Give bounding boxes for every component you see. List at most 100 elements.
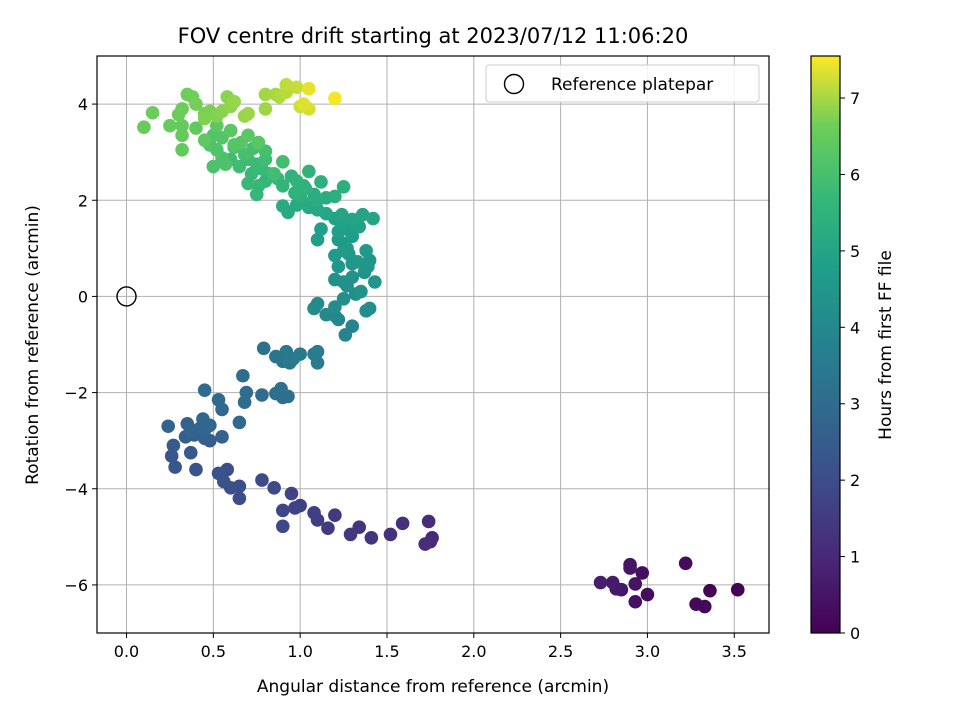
x-tick-label: 1.5 [374, 642, 399, 661]
scatter-point [418, 537, 432, 551]
scatter-point [267, 167, 281, 181]
scatter-point [249, 187, 264, 202]
scatter-point [689, 597, 703, 611]
x-tick-label: 1.0 [287, 642, 312, 661]
scatter-point [189, 97, 203, 111]
scatter-point [161, 419, 175, 434]
scatter-point [335, 207, 349, 222]
y-tick-label: −6 [64, 576, 88, 595]
scatter-point [275, 199, 290, 213]
colorbar-tick-label: 4 [850, 318, 860, 337]
scatter-point [211, 466, 226, 481]
legend-marker [503, 73, 525, 95]
scatter-point [267, 480, 281, 495]
colorbar-ticks: 0 1 2 3 4 5 6 7 [840, 89, 860, 643]
scatter-point [218, 157, 233, 171]
scatter-point [255, 473, 269, 487]
scatter-point [232, 491, 247, 506]
x-tick-label: 0.0 [114, 642, 139, 661]
scatter-point [223, 123, 238, 138]
colorbar-tick-label: 2 [850, 471, 860, 490]
colorbar-tick-label: 7 [850, 89, 860, 108]
scatter-point [183, 445, 198, 460]
y-tick-label: 2 [78, 191, 88, 210]
scatter-point [236, 368, 250, 383]
colorbar-tick-label: 5 [850, 242, 860, 261]
scatter-point [255, 388, 269, 402]
colorbar-tick-label: 1 [850, 548, 860, 567]
scatter-point [395, 516, 410, 531]
scatter-point [279, 78, 294, 92]
x-tick-label: 0.5 [201, 642, 226, 661]
scatter-point [336, 292, 351, 306]
scatter-point [168, 460, 182, 474]
scatter-point [328, 248, 342, 263]
scatter-point [197, 383, 212, 397]
scatter-point [189, 121, 203, 135]
scatter-point [302, 164, 316, 179]
scatter-point [289, 80, 304, 95]
scatter-point [274, 381, 288, 396]
y-axis-ticks: −6 −4 −2 0 2 4 [64, 95, 97, 595]
scatter-point [307, 301, 321, 316]
scatter-point [237, 147, 252, 162]
scatter-point [241, 106, 255, 121]
scatter-point [296, 97, 311, 111]
y-tick-label: 4 [78, 95, 88, 114]
x-tick-label: 3.0 [635, 642, 660, 661]
colorbar-tick-label: 6 [850, 165, 860, 184]
scatter-point [166, 438, 181, 453]
scatter-point [197, 111, 212, 126]
x-tick-label: 2.0 [461, 642, 486, 661]
scatter-point [196, 412, 210, 426]
scatter-point [343, 527, 358, 542]
plot-frame [96, 55, 770, 634]
colorbar-tick-label: 3 [850, 395, 860, 414]
y-tick-label: 0 [78, 287, 88, 306]
scatter-point [364, 530, 379, 545]
scatter-point [593, 575, 608, 590]
scatter-point [628, 577, 643, 591]
scatter-point [164, 449, 179, 463]
scatter-point [241, 128, 255, 143]
scatter-point [314, 175, 328, 189]
scatter-point [623, 561, 637, 575]
colorbar [810, 55, 841, 634]
scatter-point [421, 514, 436, 529]
scatter-point [703, 583, 717, 598]
scatter-point [275, 503, 290, 518]
scatter-point [258, 87, 273, 102]
chart-title: FOV centre drift starting at 2023/07/12 … [178, 24, 689, 48]
scatter-point [302, 81, 316, 96]
scatter-point [362, 301, 377, 316]
scatter-point [628, 594, 643, 609]
scatter-point [256, 341, 271, 356]
scatter-point [310, 232, 325, 247]
scatter-point [605, 575, 620, 590]
scatter-point [730, 582, 745, 597]
scatter-point [345, 319, 360, 334]
scatter-point [284, 486, 299, 501]
scatter-point [288, 501, 302, 515]
y-axis-label: Rotation from reference (arcmin) [23, 205, 43, 485]
scatter-point [345, 270, 360, 284]
colorbar-label: Hours from first FF file [876, 250, 896, 440]
scatter-point [284, 169, 299, 184]
scatter-point [145, 105, 160, 120]
scatter-point [336, 179, 351, 194]
scatter-point [310, 344, 325, 359]
scatter-point [175, 142, 189, 157]
scatter-point [328, 508, 342, 522]
scatter-point [328, 300, 342, 314]
legend-label: Reference platepar [551, 75, 713, 95]
scatter-point [175, 118, 189, 133]
y-tick-label: −4 [64, 480, 88, 499]
scatter-point [227, 94, 241, 109]
x-axis-ticks: 0.0 0.5 1.0 1.5 2.0 2.5 3.0 3.5 [114, 633, 747, 661]
x-tick-label: 2.5 [548, 642, 573, 661]
scatter-point [137, 120, 151, 134]
x-axis-label: Angular distance from reference (arcmin) [257, 677, 609, 697]
scatter-point [239, 385, 254, 400]
scatter-point [383, 527, 398, 542]
